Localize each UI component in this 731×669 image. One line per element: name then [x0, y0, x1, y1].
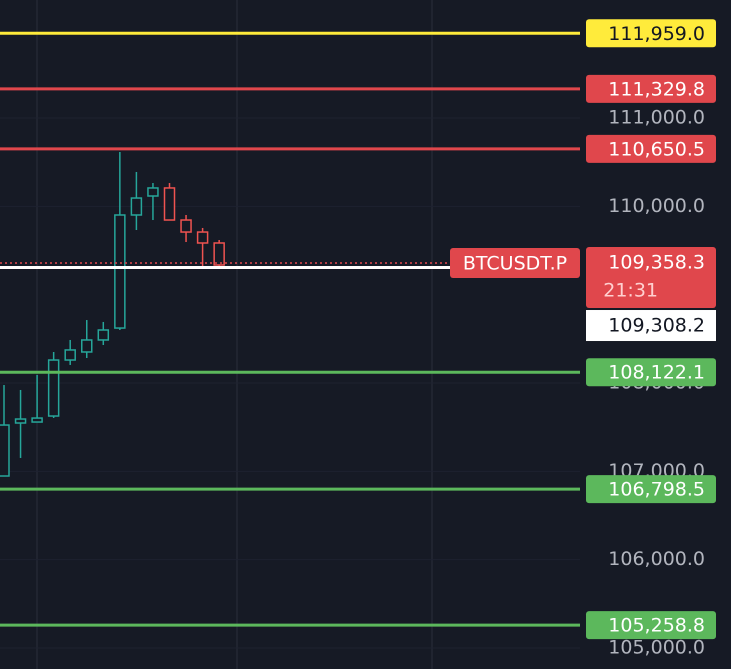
candle-body: [97, 329, 110, 341]
candle-body: [114, 214, 126, 329]
y-tick-label: 105,000.0: [608, 636, 705, 658]
level-label-bg: [586, 19, 716, 48]
reference-label: 109,308.2: [608, 315, 705, 337]
level-label-bg: [586, 611, 716, 640]
level-label-bg: [586, 134, 716, 163]
candle-body: [14, 418, 27, 424]
level-label: 108,122.1: [608, 362, 705, 384]
level-label: 105,258.8: [608, 615, 705, 637]
candle-body: [130, 197, 143, 216]
candle-body: [213, 242, 225, 266]
symbol-label: BTCUSDT.P: [463, 253, 567, 275]
level-label: 111,329.8: [608, 78, 705, 100]
candle-body: [31, 417, 43, 423]
candle-body: [64, 349, 76, 361]
last-price-label: 109,358.3: [608, 252, 705, 274]
level-label: 110,650.5: [608, 138, 705, 160]
y-tick-label: 106,000.0: [608, 548, 705, 570]
level-label-bg: [586, 74, 716, 103]
y-tick-label: 111,000.0: [608, 107, 705, 129]
level-label-bg: [586, 358, 716, 387]
reference-label-bg: [586, 310, 716, 342]
candle-body: [180, 219, 192, 233]
y-tick-label: 110,000.0: [608, 195, 705, 217]
candle-body: [147, 187, 159, 197]
candle-body: [81, 339, 93, 353]
candle-body: [196, 231, 209, 244]
symbol-label-bg: [450, 248, 580, 279]
candle-body: [163, 187, 176, 221]
level-label-bg: [586, 475, 716, 504]
level-label: 111,959.0: [608, 23, 705, 45]
last-price-label-bg: [586, 247, 716, 309]
level-label: 106,798.5: [608, 479, 705, 501]
countdown-label: 21:31: [603, 280, 658, 302]
candle-body: [0, 424, 10, 477]
candle-body: [47, 359, 60, 417]
